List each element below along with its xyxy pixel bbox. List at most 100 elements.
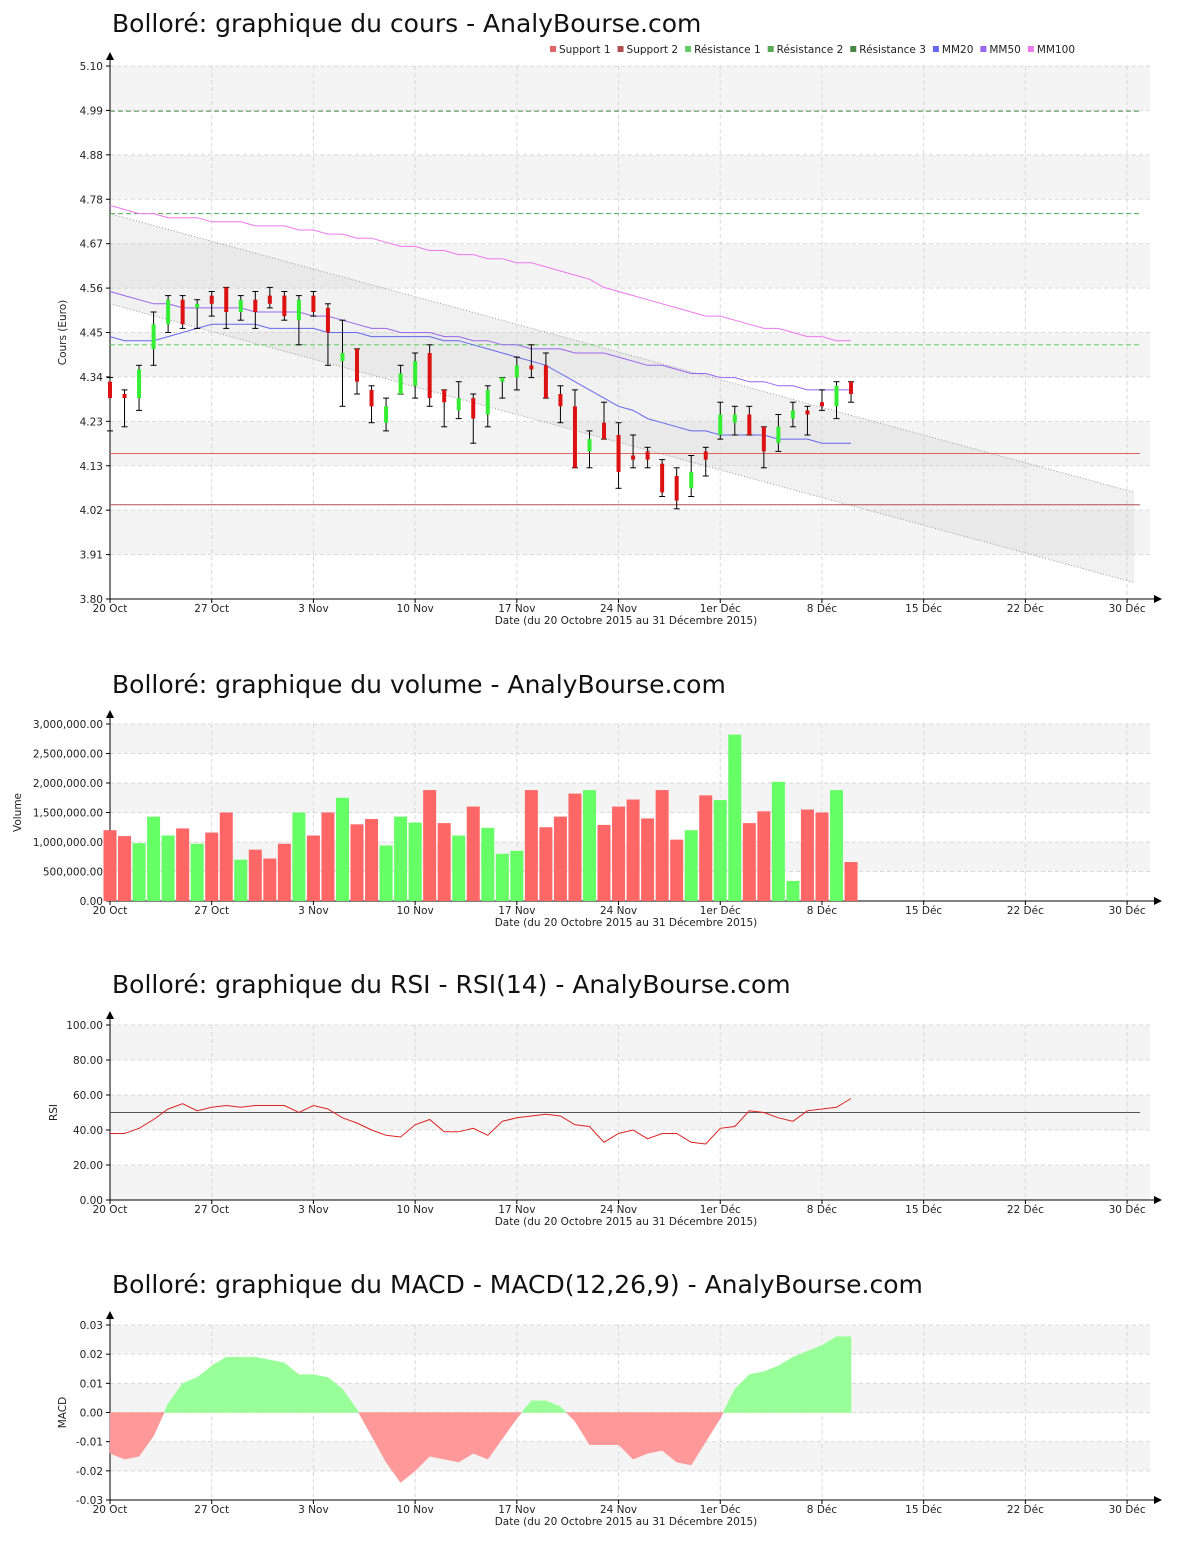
volume-bar [321, 812, 335, 901]
price-ytick-label: 4.45 [80, 328, 103, 340]
volume-bar [800, 809, 814, 901]
volume-bar [248, 849, 262, 901]
volume-bar [263, 858, 277, 901]
volume-bar [495, 853, 509, 901]
volume-bar [684, 830, 698, 901]
price-ytick-label: 3.80 [80, 594, 103, 606]
price-ytick-label: 4.99 [80, 105, 103, 117]
rsi-ytick-label: 60.00 [73, 1090, 103, 1102]
candle-body [703, 451, 708, 460]
volume-bar [205, 832, 219, 901]
volume-bar [481, 827, 495, 901]
candle-body [849, 381, 854, 394]
rsi-xlabel: Date (du 20 Octobre 2015 au 31 Décembre … [495, 1216, 758, 1228]
macd-area-segment [153, 1412, 165, 1436]
macd-area-segment [400, 1412, 416, 1484]
rsi-band [110, 1165, 1150, 1200]
volume-bar [394, 816, 408, 901]
volume-bar [539, 827, 553, 901]
macd-area-segment [676, 1412, 692, 1466]
macd-xtick-label: 17 Nov [498, 1504, 535, 1516]
macd-area-segment [589, 1412, 605, 1445]
macd-ytick-label: 0.02 [80, 1349, 103, 1361]
price-band [110, 66, 1150, 111]
macd-area-segment [124, 1412, 140, 1460]
volume-bar [466, 806, 480, 901]
candle-body [267, 295, 272, 304]
rsi-xtick-label: 27 Oct [194, 1204, 229, 1216]
macd-area-segment [778, 1356, 794, 1413]
price-ytick-label: 5.10 [80, 61, 103, 73]
price-xtick-label: 8 Déc [807, 603, 838, 615]
price-ytick-label: 4.23 [80, 416, 103, 428]
candle-body [282, 295, 287, 317]
macd-xtick-label: 22 Déc [1007, 1504, 1044, 1516]
volume-bar [626, 799, 640, 901]
price-chart: 5.10 4.99 4.88 4.78 4.67 4.56 4.45 4.34 4.23 4.13… [57, 44, 1162, 627]
volume-ytick-label: 3,000,000.00 [33, 719, 103, 731]
candle-body [674, 476, 679, 501]
price-xtick-label: 17 Nov [498, 603, 535, 615]
macd-area-segment [792, 1350, 808, 1413]
price-xlabel: Date (du 20 Octobre 2015 au 31 Décembre … [495, 615, 758, 627]
volume-xtick-label: 1er Déc [700, 905, 741, 917]
volume-bar [670, 839, 684, 901]
volume-bar [655, 790, 669, 901]
candle-body [529, 365, 534, 370]
price-ytick-label: 4.02 [80, 505, 103, 517]
candle-body [805, 410, 810, 415]
macd-xtick-label: 30 Déc [1109, 1504, 1146, 1516]
volume-bar [176, 828, 190, 901]
volume-bar [292, 812, 306, 901]
candle-body [718, 414, 723, 435]
macd-area-segment [443, 1412, 459, 1463]
price-ytick-label: 4.88 [80, 150, 103, 162]
macd-band [110, 1325, 1150, 1355]
legend-label: MM20 [942, 44, 973, 56]
rsi-ylabel: RSI [48, 1104, 60, 1121]
candle-body [572, 406, 577, 468]
price-xtick-label: 22 Déc [1007, 603, 1044, 615]
volume-chart-title: Bolloré: graphique du volume - AnalyBour… [112, 670, 726, 699]
macd-area-segment [313, 1374, 329, 1413]
volume-bar [553, 816, 567, 901]
candle-body [732, 414, 737, 423]
volume-xtick-label: 10 Nov [397, 905, 434, 917]
candle-body [819, 402, 824, 407]
price-ytick-label: 4.13 [80, 461, 103, 473]
macd-area-segment [720, 1412, 724, 1419]
candle-body [369, 389, 374, 407]
macd-area-segment [632, 1412, 648, 1460]
legend-swatch [932, 46, 939, 52]
rsi-xtick-label: 24 Nov [600, 1204, 637, 1216]
candle-body [166, 299, 171, 325]
macd-area-segment [269, 1359, 285, 1413]
volume-bar [786, 880, 800, 901]
macd-area-segment [240, 1356, 256, 1413]
candle-body [776, 426, 781, 444]
price-xtick-label: 27 Oct [194, 603, 229, 615]
macd-xtick-label: 3 Nov [298, 1504, 329, 1516]
candle-body [689, 471, 694, 489]
volume-bar [147, 816, 161, 901]
volume-bar [437, 823, 451, 901]
legend-swatch [980, 46, 987, 52]
macd-area-segment [358, 1412, 372, 1437]
price-ytick-label: 4.34 [80, 372, 104, 384]
volume-xtick-label: 3 Nov [298, 905, 329, 917]
candle-body [616, 435, 621, 472]
macd-area-segment [385, 1412, 401, 1484]
candle-body [761, 426, 766, 452]
rsi-xtick-label: 22 Déc [1007, 1204, 1044, 1216]
legend-swatch [767, 46, 774, 52]
candle-body [195, 303, 200, 308]
macd-xtick-label: 10 Nov [397, 1504, 434, 1516]
rsi-xtick-label: 8 Déc [807, 1204, 838, 1216]
rsi-band [110, 1025, 1150, 1060]
candle-body [514, 365, 519, 378]
price-band [110, 154, 1150, 200]
candle-body [747, 414, 752, 435]
price-channel-fill [110, 213, 1135, 583]
volume-bar [103, 830, 117, 901]
macd-xtick-label: 24 Nov [600, 1504, 637, 1516]
